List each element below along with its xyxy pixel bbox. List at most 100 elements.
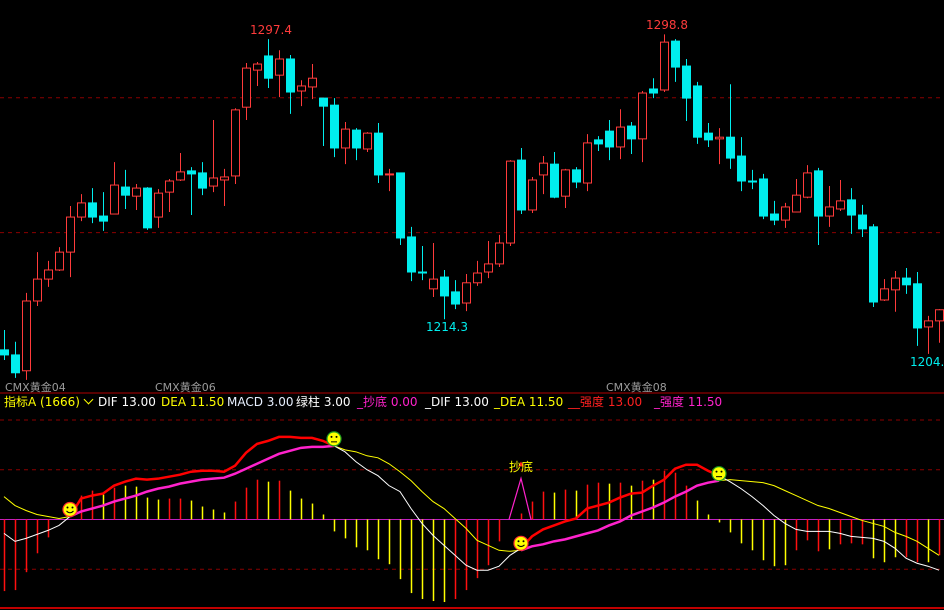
candle-body [286,58,295,93]
indicator-name: 指标A (1666) [4,395,80,409]
contract-label: CMX黄金06 [155,381,216,394]
candle-body [242,67,251,108]
candle [231,108,240,185]
candle-body [176,171,185,181]
candle [165,178,174,213]
candle-body [429,278,438,290]
candle-body [506,160,515,244]
bottom-signal-label: 抄底 [509,460,534,474]
candle-body [11,354,20,374]
candle [517,147,526,215]
candle-body [275,58,284,76]
candle-body [649,88,658,94]
candle-body [583,142,592,184]
dea-line [3,445,940,556]
candle [132,184,141,210]
dif-line [3,436,940,571]
candle [264,39,273,88]
candle [308,64,317,100]
candle-body [924,320,933,328]
candle [638,91,647,163]
neutral-face-dead-cross-icon [711,466,727,482]
dea-bullish-segment [69,444,335,518]
candle-body [935,309,944,322]
candle-body [132,187,141,197]
indicator-selector[interactable]: 指标A (1666) [4,394,94,410]
candle-body [308,77,317,88]
candle-body [44,269,53,280]
candle-body [847,199,856,216]
candle [583,134,592,192]
candle-body [693,85,702,138]
candle-body [352,129,361,149]
candle [759,173,768,220]
candle [869,224,878,308]
legend-strength1: __强度 13.00 [568,395,643,409]
candle [891,270,900,312]
candle-body [517,159,526,211]
candle-body [187,170,196,175]
candle [198,162,207,196]
candle [209,119,218,193]
candle-body [759,178,768,217]
candle [176,153,185,182]
candle [550,152,559,199]
candle-body [297,85,306,92]
candle [649,78,658,99]
legend-green-bar: 绿柱 3.00 [296,395,351,409]
candle-body [671,40,680,68]
candle-body [143,187,152,229]
candle-body [462,282,471,304]
candle [55,247,64,271]
candle [286,54,295,114]
candle [33,252,42,307]
candle [418,246,427,281]
candle [803,165,812,199]
candle-body [913,283,922,329]
candle-body [682,65,691,99]
candle [682,58,691,122]
candle-body [792,194,801,213]
legend-strength2: _强度 11.50 [654,395,723,409]
candle [770,200,779,226]
candle [88,188,97,224]
candle [902,267,911,294]
candle [858,204,867,237]
candle [297,80,306,107]
candle [0,329,9,360]
candle-body [319,97,328,107]
candle-body [627,125,636,140]
candle-body [869,226,878,303]
candle-body [253,63,262,71]
candle-body [770,213,779,221]
candle [385,168,394,192]
legend-macd: MACD 3.00 [227,395,294,409]
candle-body [22,300,31,372]
candle [253,62,262,86]
candle-body [396,172,405,239]
candle [99,192,108,231]
legend-dea2: _DEA 11.50 [494,395,564,409]
candle [495,234,504,267]
dea-bullish-segment [520,479,720,552]
candle [352,128,361,161]
candle [451,280,460,310]
candle [275,50,284,98]
candle [935,309,944,343]
candle-body [209,177,218,187]
candle-body [572,169,581,183]
high-label: 1297.4 [250,23,292,38]
candle-body [638,92,647,140]
candle [627,122,636,155]
candle [671,39,680,82]
candle-body [715,136,724,140]
candle [110,162,119,215]
candle-body [341,128,350,149]
candle-body [484,263,493,273]
candle-body [495,242,504,265]
candle [407,226,416,282]
candle-body [737,155,746,182]
candle-body [451,291,460,305]
candle-body [660,41,669,91]
